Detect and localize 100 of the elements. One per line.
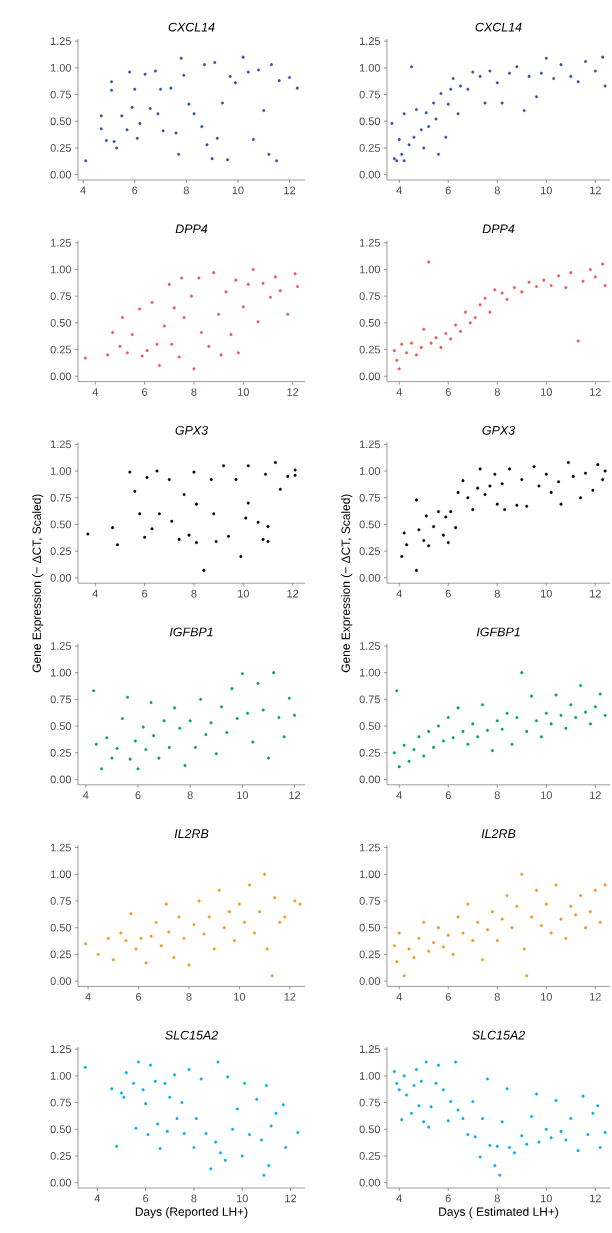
point [392,944,396,948]
point [446,933,450,937]
y-tick-label: 0.50 [359,318,381,327]
y-tick-label: 1.25 [50,238,72,247]
point [417,936,421,940]
point [392,157,396,161]
point [410,341,414,345]
point [247,1133,251,1137]
point [159,944,163,948]
point [456,112,460,116]
point [218,1151,222,1155]
point [422,146,426,150]
point [194,502,198,506]
point [133,87,137,91]
point [83,356,87,360]
point [532,465,536,469]
point [167,930,171,934]
x-tick-label: 12 [284,186,296,195]
point [500,917,504,921]
point [188,719,192,723]
x-tick-label: 6 [142,388,148,396]
x-tick-label: 6 [445,1194,451,1203]
point [581,279,585,283]
point [150,527,154,531]
point [152,734,156,738]
x-tick-label: 4 [94,1194,101,1203]
point [402,743,406,747]
point [461,931,465,935]
point [559,917,563,921]
x-tick-label: 12 [590,589,601,598]
point [132,1081,136,1085]
point [275,159,279,163]
point [273,275,277,279]
point [149,934,153,938]
point [110,88,114,92]
x-tick-label: 6 [445,791,451,800]
x-tick-label: 8 [494,589,500,598]
point [397,137,401,141]
point [412,135,416,139]
point [424,514,428,518]
point [83,1065,87,1069]
point [115,1144,119,1148]
point [569,703,573,707]
point [569,1117,573,1121]
x-tick-label: 10 [541,589,552,598]
point [539,924,543,928]
point [534,719,538,723]
point [170,519,174,523]
point [229,333,233,337]
point [417,1104,421,1108]
point [444,332,448,336]
point [441,533,445,537]
point [96,952,100,956]
point [488,310,492,314]
y-tick-label: 0.00 [359,1178,381,1187]
point [498,1173,502,1177]
y-tick-label: 0.75 [50,1098,72,1107]
point [118,344,122,348]
x-tick-label: 10 [236,1194,248,1203]
point [400,555,404,558]
point [269,63,273,67]
point [424,111,428,115]
point [478,1155,482,1159]
point [449,510,453,514]
y-tick-label: 1.00 [359,467,381,475]
point [485,928,489,932]
x-tick-label: 4 [83,791,89,799]
point [402,974,406,978]
point [106,353,110,357]
point [534,95,538,99]
point [439,345,443,349]
point [417,528,421,532]
point [277,79,281,83]
point [419,128,423,132]
point [422,920,426,924]
point [264,472,268,476]
point [483,296,487,300]
point [459,84,463,88]
point [226,1075,230,1079]
x-tick-label: 4 [396,1194,402,1203]
point [525,974,529,978]
point [505,1087,509,1091]
point [266,540,270,544]
point [456,915,460,919]
x-tick-label: 10 [234,992,246,1001]
point [273,461,277,464]
y-tick-label: 0.50 [50,520,72,529]
point [549,283,553,287]
point [500,1120,504,1124]
y-tick-label: 0.25 [50,345,72,354]
y-tick-label: 0.75 [359,695,381,704]
point [153,1079,157,1083]
y-tick-label: 1.00 [359,668,381,677]
point [520,1134,524,1138]
point [84,159,88,163]
point [261,537,265,541]
point [251,740,255,744]
point [177,537,181,541]
point [601,478,605,482]
point [155,469,159,473]
